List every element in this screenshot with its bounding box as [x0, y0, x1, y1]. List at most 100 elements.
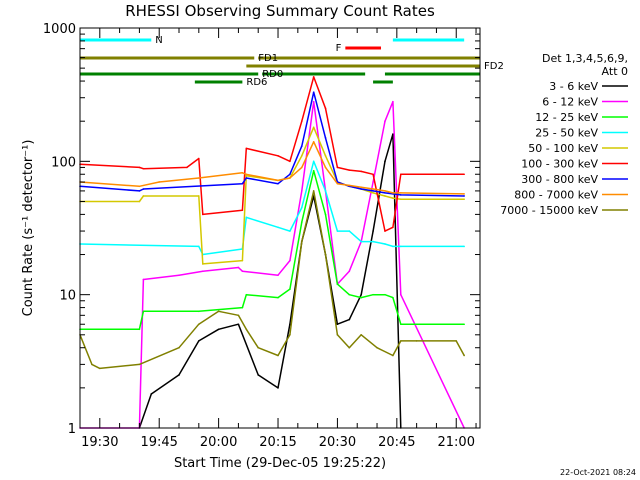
- series-point-4: [384, 243, 386, 245]
- series-point-6: [245, 147, 248, 150]
- series-point-6: [241, 209, 244, 212]
- series-point-1: [348, 318, 351, 321]
- series-point-7: [289, 173, 291, 176]
- series-point-5: [142, 195, 145, 197]
- x-tick-label: 20:30: [319, 435, 356, 450]
- series-point-1: [150, 393, 153, 395]
- series-point-6: [384, 230, 386, 232]
- series-point-3: [142, 310, 145, 313]
- series-line-6: [79, 76, 465, 232]
- series-point-9: [245, 328, 248, 331]
- series-point-2: [237, 266, 240, 269]
- series-point-9: [237, 314, 240, 317]
- series-point-9: [91, 363, 93, 366]
- series-point-5: [201, 263, 204, 265]
- series-point-9: [138, 363, 141, 366]
- series-point-3: [300, 221, 303, 223]
- series-point-9: [376, 346, 378, 349]
- series-point-5: [384, 195, 386, 197]
- series-point-5: [198, 195, 200, 197]
- series-point-9: [348, 346, 351, 349]
- series-point-3: [245, 293, 248, 296]
- series-point-5: [138, 200, 141, 203]
- series-point-8: [324, 166, 327, 169]
- series-point-9: [289, 334, 291, 336]
- series-point-8: [312, 141, 315, 143]
- series-point-5: [300, 155, 303, 157]
- series-point-9: [399, 340, 402, 342]
- series-point-4: [348, 230, 351, 232]
- series-point-4: [372, 240, 374, 243]
- series-point-3: [277, 296, 279, 299]
- series-point-3: [463, 323, 465, 326]
- series-point-6: [138, 166, 141, 169]
- series-point-9: [324, 253, 327, 256]
- series-point-9: [312, 190, 315, 192]
- series-point-2: [289, 259, 291, 262]
- series-point-2: [399, 293, 402, 296]
- series-point-7: [360, 188, 362, 190]
- series-point-6: [324, 107, 327, 110]
- series-point-9: [300, 240, 303, 243]
- y-axis-label: Count Rate (s⁻¹ detector⁻¹): [21, 140, 36, 317]
- series-point-4: [399, 245, 402, 248]
- series-point-4: [198, 245, 200, 248]
- series-point-7: [312, 91, 315, 93]
- chart-title: RHESSI Observing Summary Count Rates: [125, 2, 435, 20]
- legend-label: 300 - 800 keV: [521, 173, 598, 186]
- series-point-9: [99, 367, 101, 370]
- legend-label: 100 - 300 keV: [521, 158, 598, 171]
- series-point-3: [312, 169, 315, 172]
- series-point-6: [463, 173, 465, 176]
- series-point-1: [384, 160, 386, 163]
- series-point-2: [372, 181, 374, 183]
- series-point-8: [399, 192, 402, 194]
- series-point-9: [217, 310, 220, 313]
- series-line-9: [79, 190, 465, 370]
- series-point-7: [384, 192, 386, 194]
- series-point-4: [336, 230, 339, 232]
- series-point-8: [392, 192, 394, 194]
- legend-label: 3 - 6 keV: [549, 80, 598, 93]
- legend-label: 800 - 7000 keV: [514, 189, 598, 202]
- series-point-7: [300, 145, 303, 147]
- series-point-8: [245, 173, 248, 176]
- series-point-4: [463, 245, 465, 248]
- series-point-1: [289, 323, 291, 326]
- x-tick-label: 19:30: [81, 435, 118, 450]
- series-point-6: [198, 157, 200, 160]
- series-point-6: [289, 160, 291, 163]
- series-point-7: [463, 195, 465, 197]
- legend-label: 50 - 100 keV: [528, 142, 598, 155]
- series-point-6: [348, 169, 351, 171]
- timestamp-stamp: 22-Oct-2021 08:24: [560, 468, 636, 477]
- series-point-4: [324, 190, 327, 192]
- series-point-1: [217, 328, 220, 331]
- series-point-5: [324, 155, 327, 157]
- legend-label: 6 - 12 keV: [542, 96, 598, 109]
- series-point-4: [289, 230, 291, 232]
- series-point-5: [392, 197, 394, 199]
- plot-frame: [79, 27, 481, 429]
- legend-header: Att 0: [602, 65, 628, 78]
- series-point-1: [257, 374, 260, 376]
- series-point-6: [372, 173, 374, 176]
- series-point-6: [201, 213, 204, 216]
- state-bar-label-n: N: [155, 35, 162, 46]
- series-point-9: [392, 354, 394, 357]
- series-point-8: [138, 185, 141, 188]
- legend-header: Det 1,3,4,5,6,9,: [542, 52, 628, 65]
- series-point-3: [399, 323, 402, 326]
- x-axis-label: Start Time (29-Dec-05 19:25:22): [174, 456, 386, 471]
- x-tick-label: 20:15: [259, 435, 296, 450]
- series-point-8: [360, 186, 362, 188]
- legend-label: 7000 - 15000 keV: [500, 204, 598, 217]
- series-point-8: [348, 184, 351, 187]
- series-point-9: [463, 354, 465, 357]
- series-point-9: [257, 346, 260, 349]
- series-point-2: [312, 100, 315, 103]
- series-point-6: [300, 120, 303, 122]
- series-point-2: [348, 270, 351, 272]
- series-line-2: [80, 100, 465, 429]
